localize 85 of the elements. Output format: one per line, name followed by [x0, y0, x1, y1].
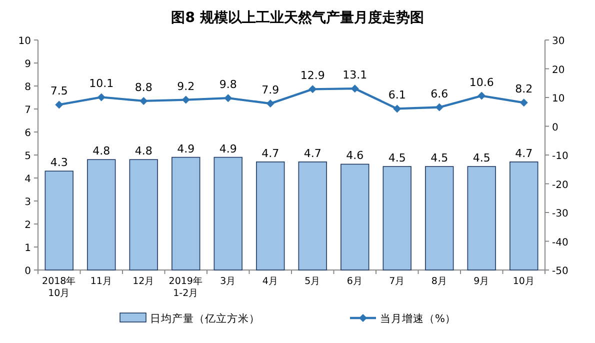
- y-tick-label: 7: [24, 105, 31, 116]
- 当月增速（%）: 7.5 10.1 8.8 9.2 9.8 7.9 12.9 13.1 6.1 6.6 10.6 8.2: [50, 68, 533, 113]
- point: [308, 85, 317, 94]
- bar: [44, 170, 74, 270]
- data-label: 4.5: [430, 152, 448, 164]
- bar: [467, 166, 496, 270]
- bar: [256, 162, 285, 270]
- point: [55, 100, 64, 109]
- y2-tick-label: 20: [552, 64, 565, 76]
- data-label: 13.1: [342, 68, 368, 82]
- x-tick-label: 12月: [132, 276, 155, 287]
- data-label: 12.9: [300, 69, 325, 82]
- data-label: 10.6: [469, 76, 494, 89]
- point: [520, 98, 528, 107]
- data-label: 4.7: [304, 146, 322, 160]
- data-label: 4.9: [219, 142, 237, 156]
- data-label: 6.6: [430, 87, 448, 100]
- y-tick-label: 6: [24, 128, 31, 139]
- y-tick-label: 1: [24, 243, 31, 254]
- point: [266, 100, 274, 108]
- bar: [129, 159, 158, 270]
- data-label: 4.5: [388, 152, 406, 164]
- data-label: 6.1: [388, 88, 406, 102]
- data-label: 4.8: [134, 144, 152, 158]
- y2-tick-label: -50: [552, 266, 568, 277]
- bar: [425, 166, 454, 270]
- point: [182, 96, 190, 104]
- y-tick-label: 0: [24, 266, 31, 277]
- y2-tick-label: 10: [552, 94, 565, 104]
- data-label: 7.9: [262, 84, 280, 97]
- x-tick-label: 10月: [512, 276, 535, 287]
- x-tick-label: 2018年 10月: [42, 275, 76, 299]
- 日均产量（亿立方米）: 4.3 4.8 4.8 4.9 4.9 4.7 4.7 4.6 4.5 4.5 4.5 4.7: [44, 142, 538, 270]
- x-tick-label: 3月: [220, 276, 236, 287]
- y2-tick-label: 0: [552, 122, 558, 134]
- data-label: 8.2: [515, 82, 533, 96]
- x-tick-label: 9月: [474, 276, 490, 287]
- x-tick-label: 7月: [389, 276, 406, 287]
- data-label: 4.8: [92, 144, 110, 158]
- bar: [340, 164, 370, 270]
- bar: [87, 159, 116, 270]
- y-tick-label: 4: [24, 174, 31, 185]
- y-tick-label: 2: [24, 220, 31, 231]
- x-tick-label: 11月: [90, 276, 112, 287]
- y2-tick-label: -20: [552, 180, 568, 191]
- data-label: 4.7: [262, 146, 280, 160]
- data-label: 10.1: [89, 77, 114, 90]
- point: [224, 94, 232, 102]
- x-tick-label: 2019年 1-2月: [168, 275, 203, 299]
- point: [350, 84, 359, 93]
- y2-tick-label: 30: [552, 36, 565, 47]
- y-tick-label: 3: [24, 197, 31, 208]
- data-label: 9.2: [177, 80, 195, 93]
- bar: [510, 162, 538, 270]
- y2-tick-label: -40: [552, 237, 568, 248]
- point: [97, 93, 106, 102]
- point: [393, 104, 402, 113]
- y-tick-label: 5: [24, 151, 31, 162]
- point: [140, 96, 148, 105]
- bar: [298, 162, 327, 270]
- point: [478, 92, 486, 100]
- x-tick-label: 4月: [262, 276, 278, 287]
- y-tick-label: 10: [18, 36, 31, 47]
- x-tick-label: 5月: [304, 276, 321, 287]
- data-label: 7.5: [50, 84, 68, 98]
- point: [435, 103, 444, 112]
- y-tick-label: 9: [24, 59, 31, 70]
- data-label: 4.3: [50, 156, 68, 170]
- legend-label: 日均产量（亿立方米）: [150, 312, 260, 325]
- bar: [172, 156, 200, 270]
- data-label: 4.9: [177, 142, 195, 156]
- y-tick-label: 8: [24, 82, 31, 93]
- data-label: 4.5: [472, 152, 490, 164]
- chart-title: 图8 规模以上工业天然气产量月度走势图: [171, 9, 424, 26]
- legend-label: 当月增速（%）: [380, 312, 456, 325]
- data-label: 4.6: [346, 149, 364, 162]
- data-label: 4.7: [515, 146, 533, 160]
- bar: [214, 156, 242, 270]
- bar: [382, 166, 412, 270]
- data-label: 9.8: [219, 78, 237, 92]
- data-label: 8.8: [134, 80, 152, 94]
- x-tick-label: 6月: [346, 276, 363, 287]
- x-tick-label: 8月: [431, 276, 448, 287]
- y2-tick-label: -10: [552, 151, 568, 162]
- y2-tick-label: -30: [552, 208, 568, 220]
